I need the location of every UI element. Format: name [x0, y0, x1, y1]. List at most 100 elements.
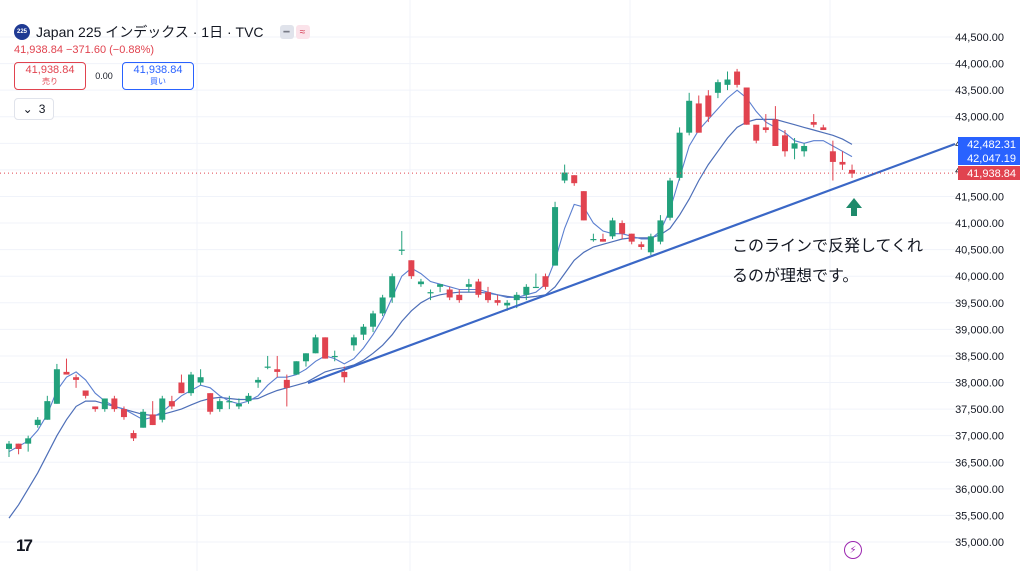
candle-body-72 — [695, 103, 702, 133]
tradingview-logo-icon[interactable]: 17 — [16, 536, 33, 555]
candle-body-66 — [638, 244, 645, 247]
candle-body-35 — [341, 371, 348, 378]
y-tick-label-0: 35,000.00 — [955, 537, 1004, 549]
candle-body-74 — [714, 82, 721, 93]
candle-body-12 — [120, 409, 127, 418]
y-tick-label-17: 43,500.00 — [955, 85, 1004, 97]
candle-body-63 — [609, 220, 616, 237]
price-badge-2: 41,938.84 — [967, 168, 1016, 180]
candle-body-18 — [178, 382, 185, 394]
candle-body-40 — [389, 276, 396, 298]
price-badge-bg-1 — [958, 151, 1020, 165]
candle-body-81 — [781, 135, 788, 152]
up-arrow-icon — [846, 198, 862, 216]
candle-body-10 — [101, 398, 108, 410]
candle-body-87 — [839, 161, 846, 165]
visibility-controls: ━ ≈ — [279, 25, 310, 39]
candle-body-46 — [446, 289, 453, 298]
candle-body-78 — [753, 124, 760, 141]
candle-body-59 — [571, 175, 578, 184]
candle-body-0 — [6, 443, 12, 449]
price-axis: 35,000.00 35,500.00 36,000.00 36,500.00 37,0… — [955, 32, 1004, 549]
candle-body-86 — [829, 151, 836, 162]
candle-body-84 — [810, 122, 817, 125]
sell-price: 41,938.84 — [25, 64, 75, 76]
lightning-icon[interactable]: ⚡ — [844, 541, 862, 559]
price-change: 41,938.84 −371.60 (−0.88%) — [14, 44, 155, 56]
candle-body-61 — [590, 239, 597, 241]
candle-body-34 — [331, 355, 338, 358]
candle-body-82 — [791, 143, 798, 149]
spread-value: 0.00 — [95, 71, 113, 81]
candle-body-85 — [820, 127, 827, 131]
candle-body-49 — [475, 281, 482, 295]
candle-body-51 — [494, 300, 501, 303]
candle-body-9 — [92, 406, 99, 410]
candle-body-77 — [743, 87, 750, 125]
price-badges: 42,482.31 42,047.19 41,938.84 — [958, 137, 1020, 180]
y-tick-label-6: 38,000.00 — [955, 378, 1004, 390]
candle-body-47 — [456, 294, 463, 301]
price-badge-1: 42,047.19 — [967, 153, 1016, 165]
candle-body-23 — [226, 401, 233, 403]
y-tick-label-1: 35,500.00 — [955, 510, 1004, 522]
annotation-line-1: このラインで反発してくれ — [732, 238, 924, 255]
candle-body-38 — [370, 313, 377, 327]
indicator-toggle-button[interactable]: ⌄ 3 — [14, 98, 54, 120]
y-tick-label-4: 37,000.00 — [955, 431, 1004, 443]
candle-body-64 — [619, 223, 626, 234]
candle-body-24 — [235, 403, 242, 407]
candle-body-43 — [417, 281, 424, 285]
candle-body-71 — [686, 100, 693, 133]
candle-body-36 — [350, 337, 357, 346]
candle-body-28 — [274, 369, 281, 372]
ma-fast-line — [8, 89, 853, 453]
candle-body-50 — [485, 292, 491, 301]
trade-panel: 41,938.84 売り 0.00 41,938.84 買い — [14, 62, 194, 90]
y-tick-label-10: 40,000.00 — [955, 271, 1004, 283]
candle-body-60 — [580, 191, 587, 221]
y-tick-label-5: 37,500.00 — [955, 404, 1004, 416]
buy-label: 買い — [150, 77, 166, 86]
candle-body-22 — [216, 401, 223, 410]
y-tick-label-8: 39,000.00 — [955, 324, 1004, 336]
candle-body-13 — [130, 433, 137, 439]
price-badge-0: 42,482.31 — [967, 139, 1016, 151]
candle-body-14 — [140, 411, 147, 428]
annotation-text: このラインで反発してくれ るのが理想です。 — [732, 232, 962, 292]
annotation-line-2: るのが理想です。 — [732, 268, 859, 285]
candle-body-20 — [197, 377, 204, 383]
wave-icon[interactable]: ≈ — [295, 25, 310, 39]
candle-body-69 — [667, 180, 674, 218]
y-tick-label-9: 39,500.00 — [955, 298, 1004, 310]
eye-off-icon[interactable]: ━ — [279, 25, 294, 39]
candle-body-48 — [465, 284, 472, 287]
candle-body-26 — [255, 379, 262, 383]
buy-button[interactable]: 41,938.84 買い — [122, 62, 194, 90]
candle-body-42 — [408, 260, 415, 277]
candle-body-58 — [561, 172, 568, 181]
ma-slow-line — [8, 118, 853, 519]
candle-body-79 — [762, 127, 769, 131]
moving-average-slow — [8, 118, 853, 519]
candle-body-39 — [379, 297, 386, 314]
candle-body-5 — [53, 369, 60, 404]
chart-title[interactable]: Japan 225 インデックス · 1日 · TVC — [36, 24, 264, 40]
candle-body-76 — [734, 71, 741, 85]
candle-body-7 — [73, 377, 80, 380]
sell-button[interactable]: 41,938.84 売り — [14, 62, 86, 90]
symbol-badge-icon: 225 — [14, 24, 30, 40]
y-tick-label-18: 44,000.00 — [955, 59, 1004, 71]
y-tick-label-16: 43,000.00 — [955, 112, 1004, 124]
y-tick-label-2: 36,000.00 — [955, 484, 1004, 496]
candle-body-25 — [245, 395, 252, 402]
candle-body-62 — [599, 239, 606, 242]
chevron-down-icon: ⌄ — [22, 102, 33, 116]
candle-body-75 — [724, 79, 731, 85]
y-tick-label-11: 40,500.00 — [955, 245, 1004, 257]
candle-body-45 — [437, 284, 444, 287]
candle-body-16 — [159, 398, 166, 420]
support-trendline[interactable] — [307, 142, 956, 385]
candle-body-30 — [293, 361, 300, 375]
